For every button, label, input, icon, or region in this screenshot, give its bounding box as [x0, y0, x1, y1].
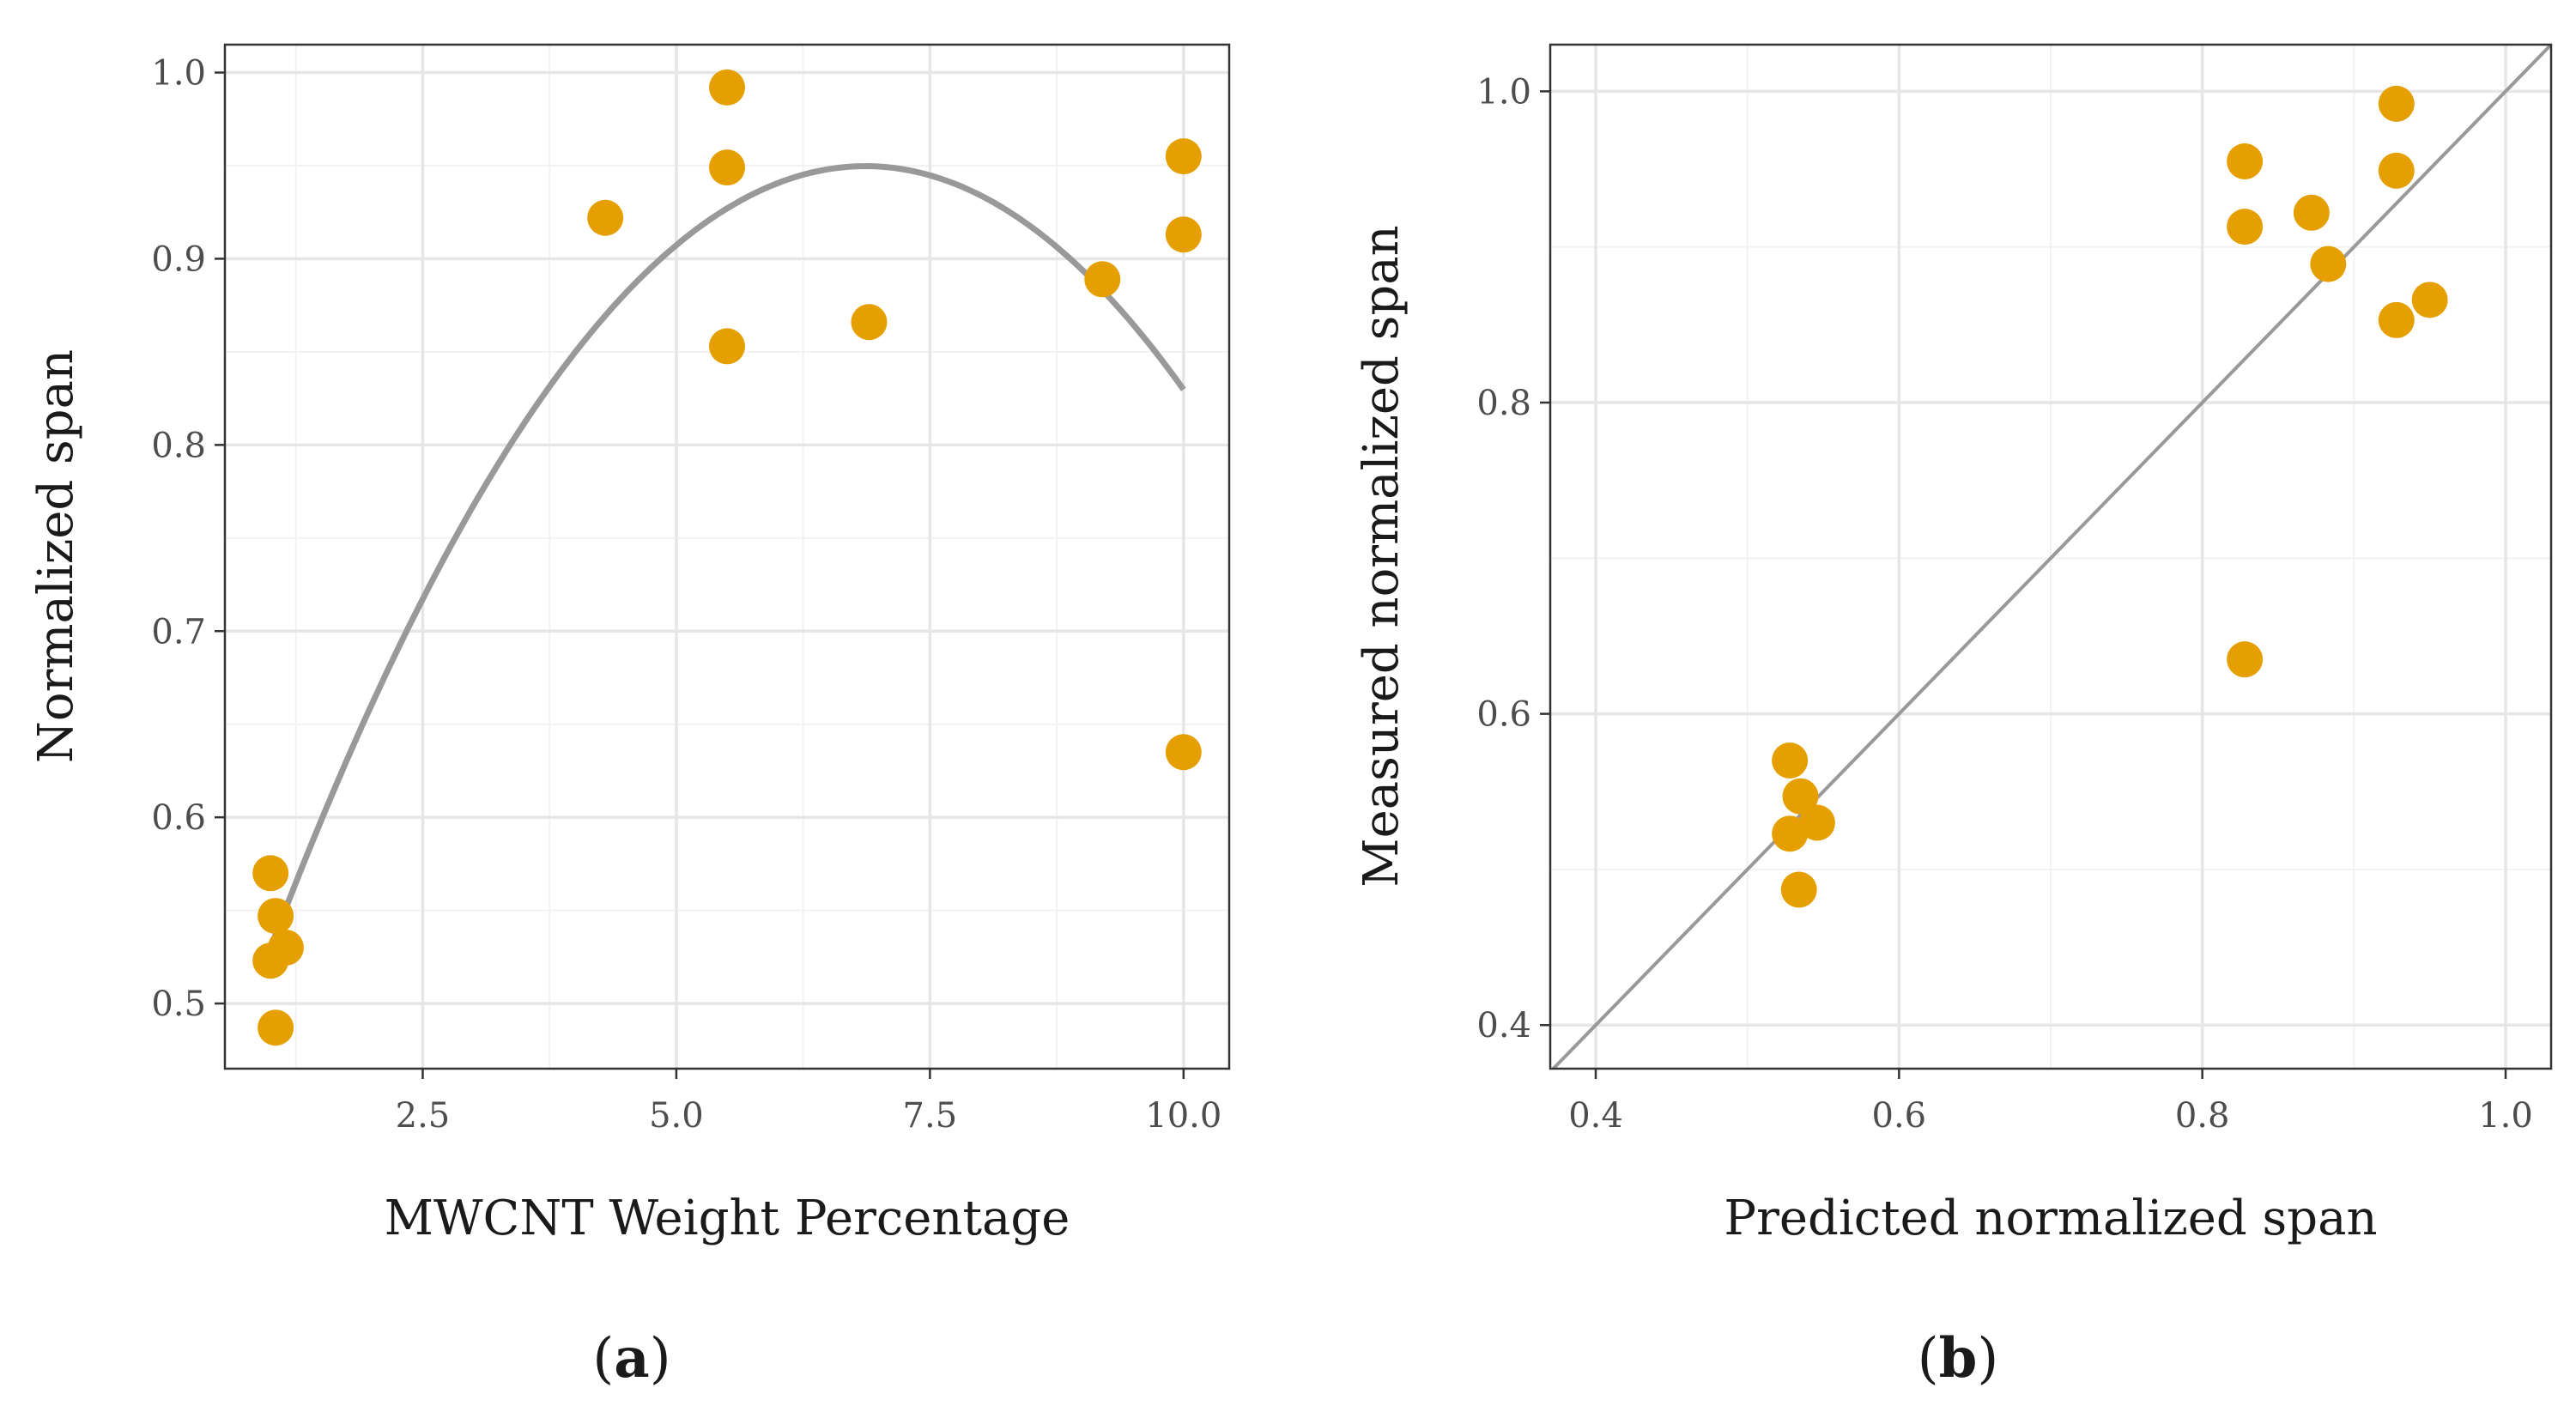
panel-b-caption: (b) — [1918, 1326, 1999, 1391]
panel-a: 2.5 5.0 7.5 10.0 0.5 0.6 0.7 0.8 0.9 1.0 MWCNT We… — [28, 43, 1231, 1391]
panel-a-data-point — [587, 199, 624, 236]
panel-a-ticks: 2.5 5.0 7.5 10.0 0.5 0.6 0.7 0.8 0.9 1.0 — [151, 54, 1221, 1136]
panel-a-plot-area — [225, 45, 1229, 1069]
panel-a-data-point — [258, 1009, 294, 1046]
panel-b-data-point — [2378, 301, 2415, 338]
panel-a-data-point — [851, 304, 888, 341]
panel-a-data-point — [1165, 216, 1202, 253]
panel-b-data-point — [1798, 804, 1835, 841]
panel-b-data-point — [2310, 245, 2347, 282]
panel-a-points — [252, 69, 1202, 1046]
panel-b-xlabel: Predicted normalized span — [1724, 1191, 2377, 1246]
panel-a-ytick-label: 0.8 — [151, 426, 206, 465]
panel-b-xtick-label: 0.4 — [1568, 1096, 1623, 1136]
panel-b-xtick-label: 1.0 — [2478, 1096, 2533, 1136]
panel-b-ytick-label: 0.6 — [1476, 695, 1531, 735]
panel-b-data-point — [2227, 641, 2264, 678]
panel-a-data-point — [1084, 261, 1121, 298]
panel-b-data-point — [1772, 815, 1809, 852]
panel-b-data-point — [2411, 282, 2448, 318]
panel-a-data-point — [252, 855, 289, 892]
panel-b-ytick-label: 1.0 — [1476, 72, 1531, 112]
panel-a-major-gridlines — [225, 45, 1229, 1069]
panel-b-border — [1549, 43, 2553, 1070]
panel-a-data-point — [1165, 138, 1202, 175]
panel-b-identity-line — [1552, 43, 2553, 1070]
panel-b-data-point — [2227, 142, 2264, 179]
panel-b-caption-letter: b — [1939, 1326, 1978, 1391]
panel-a-data-point — [709, 328, 745, 365]
panel-a-xtick-label: 5.0 — [649, 1096, 704, 1136]
panel-a-fit-curve-layer — [267, 163, 1186, 949]
panel-a-ytick-label: 0.7 — [151, 612, 206, 651]
panel-b-data-point — [2378, 152, 2415, 189]
panel-b-data-point — [1772, 742, 1809, 779]
panel-a-caption-letter: a — [614, 1326, 649, 1391]
panel-a-caption: (a) — [592, 1326, 670, 1391]
panel-b-ytick-label: 0.4 — [1476, 1006, 1531, 1045]
panel-b-xtick-label: 0.8 — [2175, 1096, 2230, 1136]
panel-a-ytick-label: 0.6 — [151, 798, 206, 838]
panel-a-border — [223, 43, 1231, 1070]
panel-b: 0.4 0.6 0.8 1.0 0.4 0.6 0.8 1.0 Predicted norma… — [1354, 43, 2553, 1391]
panel-b-ticks: 0.4 0.6 0.8 1.0 0.4 0.6 0.8 1.0 — [1476, 72, 2532, 1136]
panel-b-major-gridlines — [1550, 45, 2551, 1069]
panel-b-data-point — [1782, 778, 1819, 815]
panel-a-data-point — [258, 898, 294, 935]
panel-b-xtick-label: 0.6 — [1872, 1096, 1927, 1136]
panel-b-ylabel: Measured normalized span — [1354, 225, 1409, 887]
panel-a-xtick-label: 2.5 — [396, 1096, 451, 1136]
panel-a-xtick-label: 10.0 — [1145, 1096, 1221, 1136]
panel-b-data-point — [2293, 194, 2330, 231]
panel-a-data-point — [1165, 734, 1202, 771]
panel-b-points — [1772, 85, 2448, 908]
panel-a-xlabel: MWCNT Weight Percentage — [385, 1191, 1070, 1246]
panel-b-identity-line-layer — [1552, 43, 2553, 1070]
panel-a-ytick-label: 1.0 — [151, 54, 206, 94]
panel-a-fit-curve — [267, 163, 1186, 949]
panel-a-data-point — [709, 149, 745, 186]
panel-a-ytick-label: 0.9 — [151, 239, 206, 279]
panel-a-ytick-label: 0.5 — [151, 985, 206, 1024]
panel-a-ylabel: Normalized span — [28, 349, 84, 763]
panel-a-data-point — [709, 69, 745, 106]
panel-b-ytick-label: 0.8 — [1476, 384, 1531, 423]
panel-a-xtick-label: 7.5 — [903, 1096, 958, 1136]
panel-a-data-point — [252, 942, 289, 979]
panel-b-data-point — [1780, 871, 1817, 908]
panel-b-data-point — [2378, 85, 2415, 122]
panel-b-data-point — [2227, 209, 2264, 245]
